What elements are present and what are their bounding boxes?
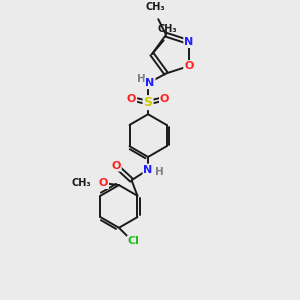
Text: N: N — [184, 37, 194, 47]
Text: H: H — [155, 167, 164, 176]
Text: N: N — [143, 165, 153, 175]
Text: CH₃: CH₃ — [71, 178, 91, 188]
Text: CH₃: CH₃ — [158, 24, 177, 34]
Text: O: O — [127, 94, 136, 104]
Text: O: O — [111, 161, 121, 171]
Text: O: O — [160, 94, 169, 104]
Text: S: S — [144, 96, 153, 109]
Text: CH₃: CH₃ — [146, 2, 165, 12]
Text: H: H — [137, 74, 146, 84]
Text: N: N — [146, 78, 154, 88]
Text: O: O — [184, 61, 194, 71]
Text: O: O — [99, 178, 108, 188]
Text: Cl: Cl — [128, 236, 140, 246]
